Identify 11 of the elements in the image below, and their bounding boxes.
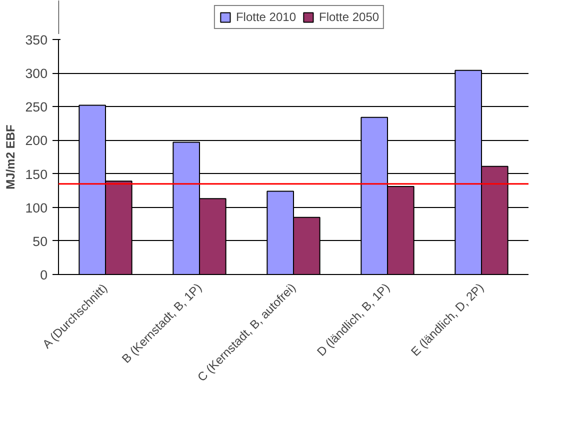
y-tick-label: 100 (25, 200, 48, 216)
y-tick-label: 350 (25, 32, 48, 48)
y-tick-label: 250 (25, 100, 48, 115)
legend-label: Flotte 2050 (319, 10, 380, 24)
y-tick-label: 150 (25, 166, 48, 182)
y-tick-label: 50 (32, 234, 48, 249)
y-tick-label: 200 (25, 133, 48, 148)
y-tick-label: 300 (25, 66, 48, 82)
y-tick-label: 0 (40, 268, 48, 282)
legend-label: Flotte 2010 (236, 10, 296, 24)
y-axis-title: MJ/m2 EBF (3, 124, 18, 190)
